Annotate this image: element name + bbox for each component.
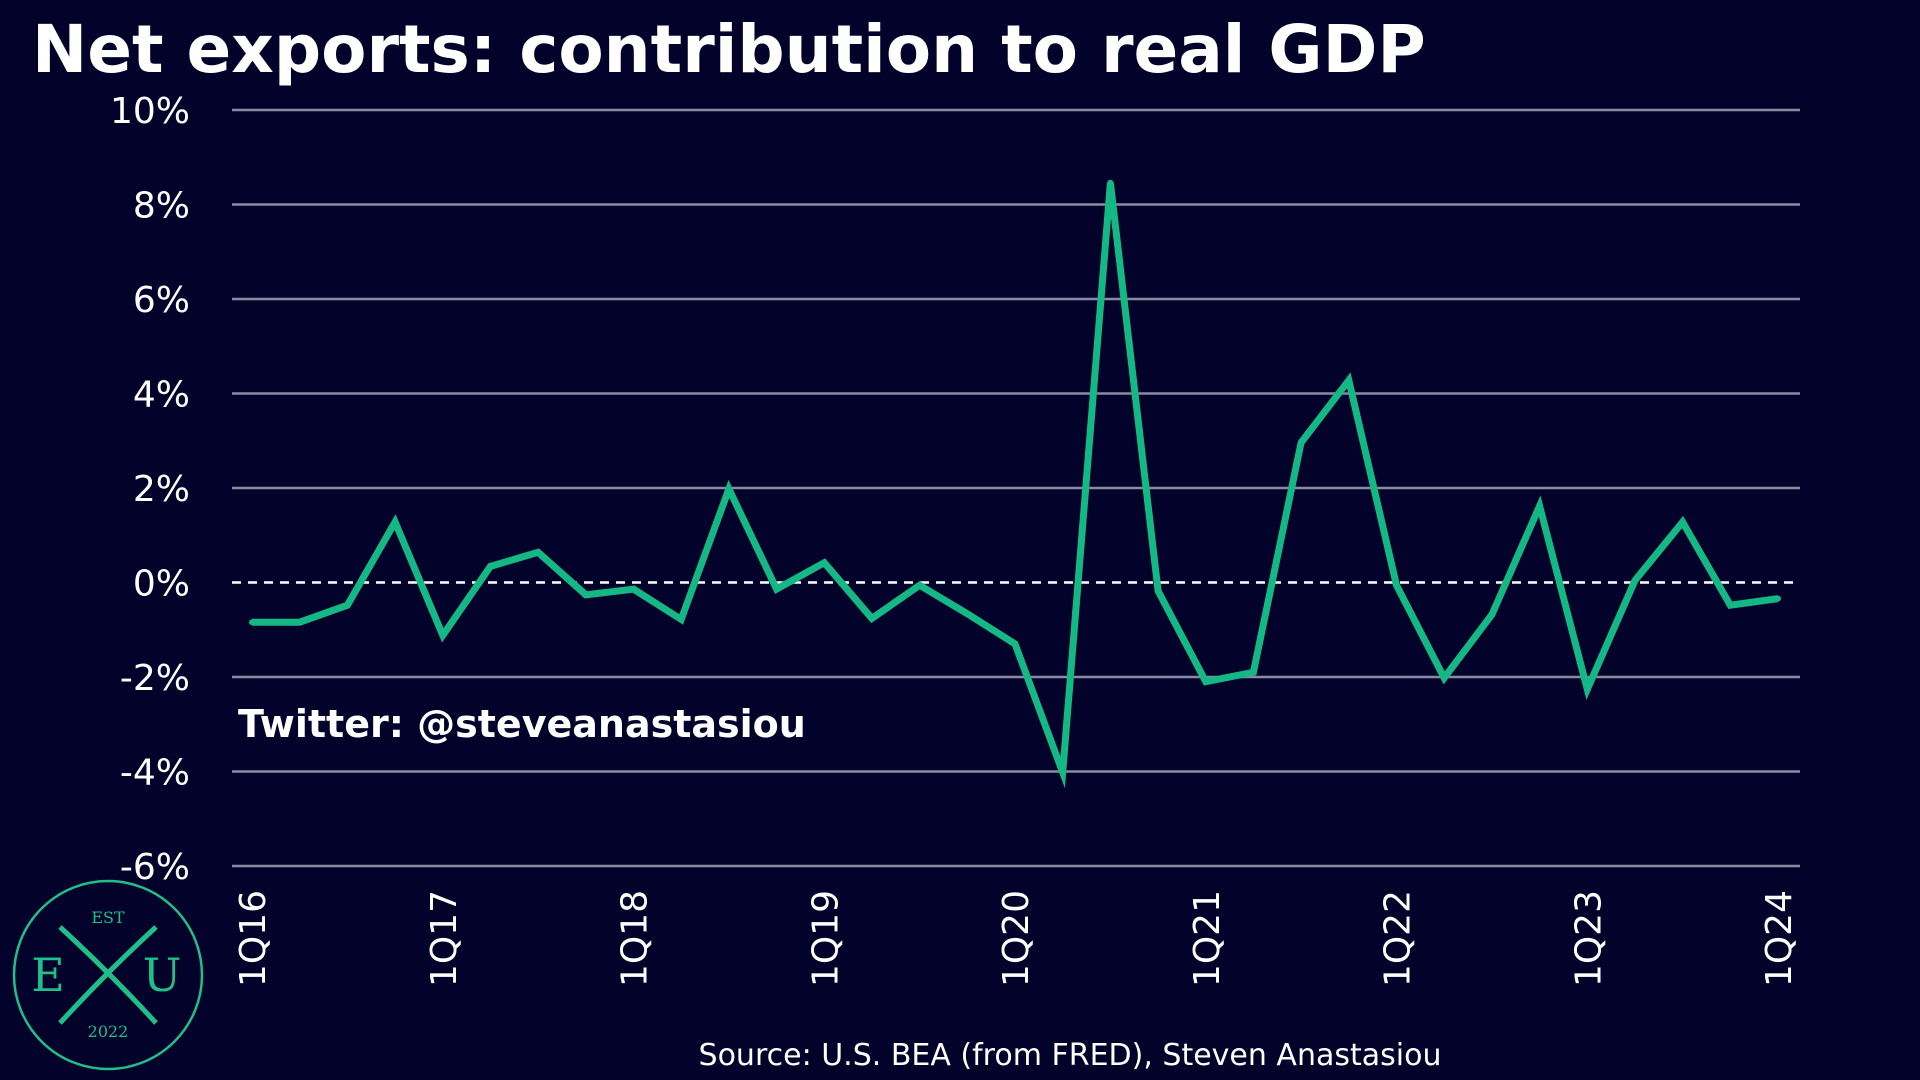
- data-point: [1775, 595, 1781, 602]
- logo-x: X: [92, 948, 125, 1002]
- chart-title: Net exports: contribution to real GDP: [32, 11, 1426, 88]
- x-tick-label: 1Q18: [615, 890, 656, 987]
- data-point: [535, 549, 542, 556]
- data-point: [725, 485, 732, 492]
- data-point: [1155, 588, 1162, 595]
- y-tick-label: 10%: [110, 91, 190, 132]
- logo-year: 2022: [88, 1022, 129, 1041]
- y-tick-label: 0%: [133, 564, 190, 605]
- data-point: [1059, 769, 1066, 776]
- data-point: [1584, 686, 1591, 693]
- y-tick-label: -2%: [120, 658, 190, 699]
- data-point: [1393, 582, 1400, 589]
- x-tick-label: 1Q20: [996, 890, 1037, 987]
- data-point: [773, 586, 780, 593]
- y-tick-label: 8%: [133, 186, 190, 227]
- data-point: [964, 610, 971, 617]
- data-point: [678, 616, 685, 623]
- data-point: [1727, 602, 1734, 609]
- y-tick-label: 4%: [133, 375, 190, 416]
- data-point: [249, 619, 255, 626]
- logo-ring: [12, 879, 204, 1071]
- data-point: [582, 591, 589, 598]
- exu-logo: EST E X U 2022: [12, 879, 204, 1071]
- data-point: [1631, 577, 1638, 584]
- data-point: [487, 563, 494, 570]
- data-point: [1679, 519, 1686, 526]
- x-tick-label: 1Q19: [805, 890, 846, 987]
- data-point: [296, 619, 303, 626]
- data-point: [1107, 179, 1114, 186]
- x-axis-ticks: 1Q16 1Q17 1Q18 1Q19 1Q20 1Q21 1Q22 1Q23 1Q24: [233, 890, 1800, 987]
- logo-est: EST: [91, 908, 125, 927]
- x-tick-label: 1Q17: [424, 890, 465, 987]
- y-tick-label: 2%: [133, 469, 190, 510]
- y-tick-label: -4%: [120, 753, 190, 794]
- data-point: [868, 615, 875, 622]
- source-note: Source: U.S. BEA (from FRED), Steven Ana…: [699, 1038, 1442, 1073]
- data-point: [344, 602, 351, 609]
- data-point: [1488, 611, 1495, 618]
- x-tick-label: 1Q23: [1568, 890, 1609, 987]
- data-point: [1012, 640, 1018, 647]
- y-axis-ticks: 10% 8% 6% 4% 2% 0% -2% -4% -6%: [110, 91, 190, 888]
- y-tick-label: 6%: [133, 280, 190, 321]
- data-point: [439, 632, 446, 639]
- series-line: [252, 182, 1779, 789]
- series-net-exports: [249, 179, 1781, 789]
- data-point: [1298, 439, 1305, 446]
- data-point: [630, 586, 637, 593]
- twitter-handle: Twitter: @steveanastasiou: [238, 702, 806, 746]
- data-point: [916, 582, 923, 589]
- logo-e: E: [31, 948, 65, 1002]
- logo-u: U: [143, 948, 182, 1002]
- data-point: [1250, 669, 1257, 676]
- data-point: [1202, 678, 1209, 685]
- data-point: [1345, 377, 1352, 384]
- data-point: [392, 519, 399, 526]
- x-tick-label: 1Q16: [233, 890, 274, 987]
- y-tick-label: -6%: [120, 847, 190, 888]
- x-tick-label: 1Q21: [1187, 890, 1228, 987]
- data-point: [1441, 674, 1448, 681]
- logo-blade-1: [58, 925, 158, 1025]
- data-point: [821, 559, 828, 566]
- data-point: [1536, 502, 1543, 509]
- x-tick-label: 1Q24: [1759, 890, 1800, 987]
- x-tick-label: 1Q22: [1378, 890, 1419, 987]
- logo-blade-2: [58, 925, 158, 1025]
- grid-lines: [232, 108, 1800, 868]
